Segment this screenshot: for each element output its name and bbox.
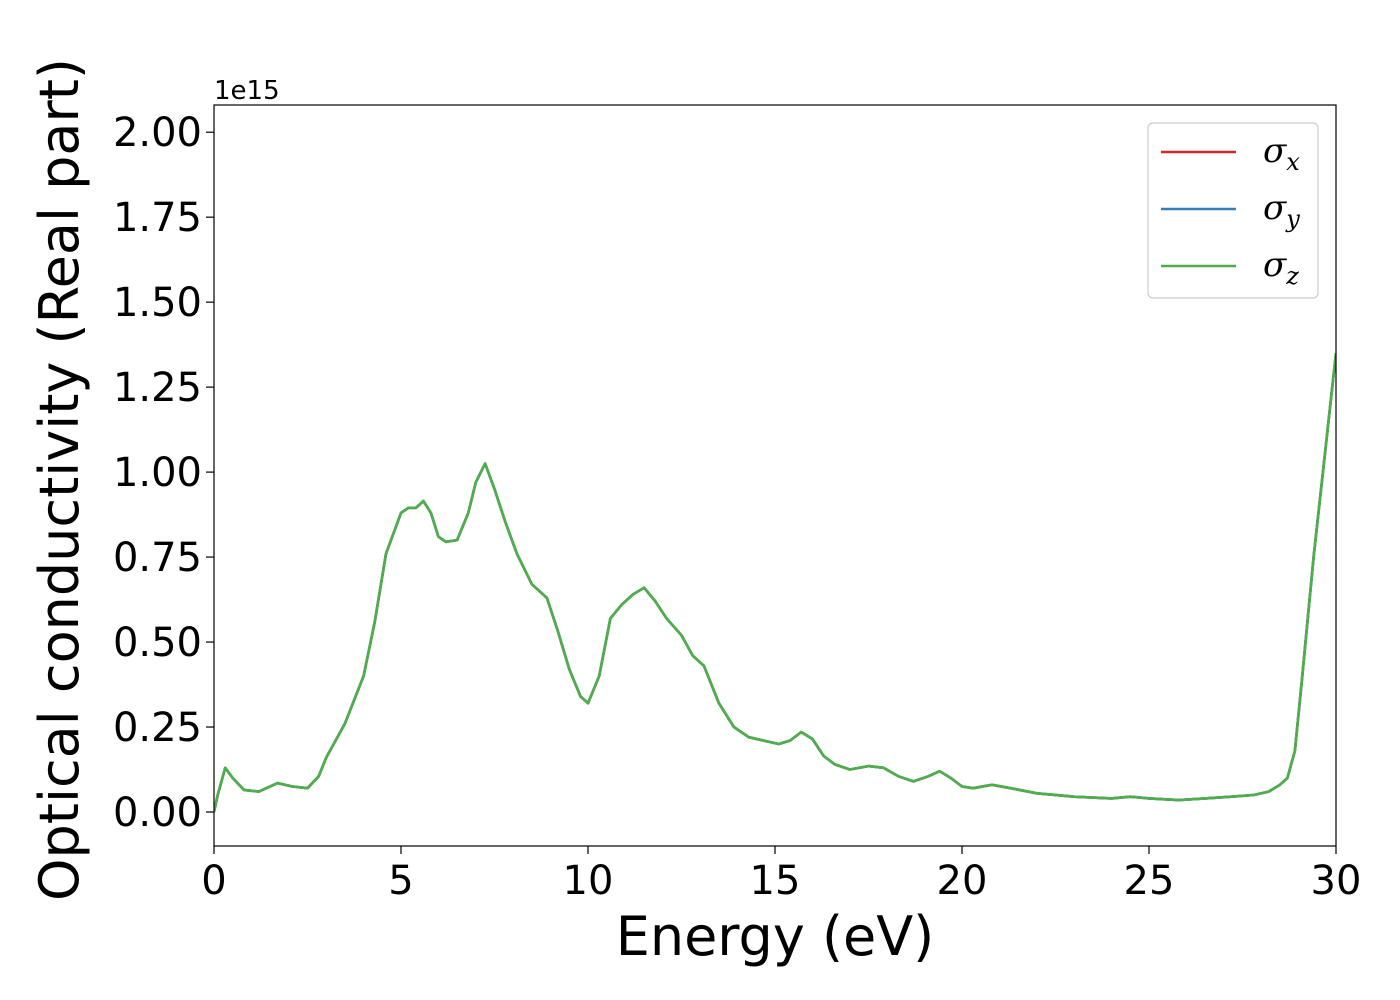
x-tick-label: 25 bbox=[1124, 858, 1175, 904]
x-tick-label: 30 bbox=[1311, 858, 1362, 904]
legend: σx σy σz bbox=[1147, 122, 1319, 299]
y-tick-label: 0.75 bbox=[113, 535, 202, 581]
legend-label: σz bbox=[1263, 245, 1299, 290]
x-axis-ticks: 0 5 10 15 20 25 30 bbox=[201, 846, 1361, 904]
y-tick-label: 1.25 bbox=[113, 365, 202, 411]
legend-item: σz bbox=[1161, 245, 1299, 290]
x-tick-label: 0 bbox=[201, 858, 226, 904]
y-tick-label: 1.75 bbox=[113, 195, 202, 241]
legend-label: σx bbox=[1263, 131, 1300, 176]
y-tick-label: 1.50 bbox=[113, 280, 202, 326]
x-tick-label: 20 bbox=[937, 858, 988, 904]
y-offset-label: 1e15 bbox=[214, 76, 280, 106]
y-tick-label: 2.00 bbox=[113, 110, 202, 156]
y-axis-ticks: 0.00 0.25 0.50 0.75 1.00 1.25 1.50 1.75 2.00 bbox=[113, 110, 214, 836]
y-tick-label: 1.00 bbox=[113, 450, 202, 496]
x-tick-label: 15 bbox=[750, 858, 801, 904]
legend-item: σx bbox=[1161, 131, 1300, 176]
x-tick-label: 5 bbox=[388, 858, 413, 904]
legend-label: σy bbox=[1263, 188, 1300, 233]
series-layer bbox=[214, 352, 1336, 813]
x-tick-label: 10 bbox=[563, 858, 614, 904]
legend-item: σy bbox=[1161, 188, 1300, 233]
series-line-3 bbox=[214, 352, 1336, 813]
y-tick-label: 0.25 bbox=[113, 705, 202, 751]
x-axis-label: Energy (eV) bbox=[616, 905, 935, 968]
y-tick-label: 0.50 bbox=[113, 620, 202, 666]
y-tick-label: 0.00 bbox=[113, 790, 202, 836]
legend-box bbox=[1147, 122, 1319, 299]
y-axis-label: Optical conductivity (Real part) bbox=[28, 58, 91, 901]
